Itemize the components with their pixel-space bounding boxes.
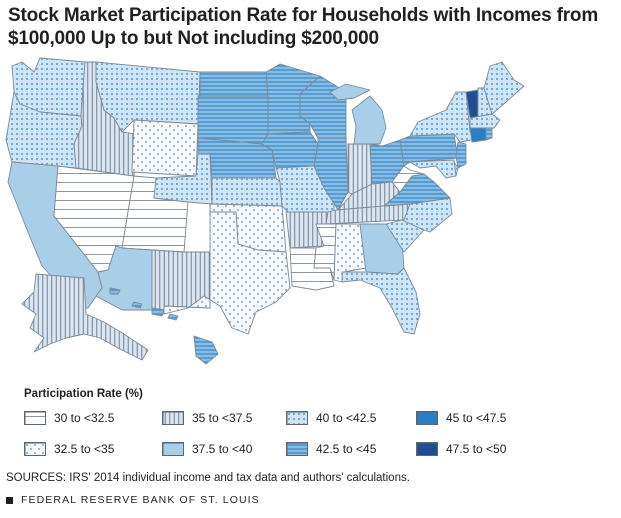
legend-item-35: 35 to <37.5 [162,409,252,427]
state-wy[interactable] [131,119,199,177]
legend-swatch-475 [416,442,438,456]
legend-label: 47.5 to <50 [446,442,507,456]
state-ny[interactable] [409,91,483,143]
legend-label: 37.5 to <40 [192,442,253,456]
legend-item-425: 42.5 to <45 [286,440,376,458]
legend-item-325: 32.5 to <35 [24,440,114,458]
legend-item-475: 47.5 to <50 [416,440,506,458]
legend-item-375: 37.5 to <40 [162,440,252,458]
legend-swatch-425 [286,442,308,456]
legend-swatch-325 [24,442,46,456]
legend-title: Participation Rate (%) [24,388,143,400]
footer-text: FEDERAL RESERVE BANK OF ST. LOUIS [21,494,260,506]
legend-label: 30 to <32.5 [54,411,115,425]
state-md[interactable] [409,159,457,179]
state-mi[interactable] [329,83,387,145]
state-sd[interactable] [197,95,269,145]
legend-label: 45 to <47.5 [446,411,507,425]
state-ct[interactable] [469,127,487,143]
state-nd[interactable] [199,71,269,97]
state-mt[interactable] [95,61,201,133]
state-ks[interactable] [211,177,283,207]
legend: 30 to <32.5 35 to <37.5 40 to <42.5 45 t… [24,409,584,459]
legend-swatch-40 [286,411,308,425]
state-il[interactable] [313,137,349,211]
legend-swatch-35 [162,411,184,425]
footer: FEDERAL RESERVE BANK OF ST. LOUIS [6,494,260,506]
state-co[interactable] [153,153,213,205]
legend-label: 42.5 to <45 [316,442,377,456]
state-hi[interactable] [109,287,219,365]
state-fl[interactable] [341,267,421,335]
us-state-map [0,52,621,382]
legend-swatch-45 [416,411,438,425]
legend-item-40: 40 to <42.5 [286,409,376,427]
legend-item-45: 45 to <47.5 [416,409,506,427]
legend-label: 40 to <42.5 [316,411,377,425]
state-ri[interactable] [485,127,493,141]
legend-item-30: 30 to <32.5 [24,409,114,427]
state-ma[interactable] [469,113,501,129]
footer-square-icon [6,496,13,504]
state-ak[interactable] [21,273,149,361]
state-me[interactable] [483,61,525,115]
legend-label: 35 to <37.5 [192,411,253,425]
legend-swatch-375 [162,442,184,456]
map-svg [5,57,525,365]
legend-swatch-30 [24,411,46,425]
legend-label: 32.5 to <35 [54,442,115,456]
chart-title: Stock Market Participation Rate for Hous… [8,5,599,49]
state-nj[interactable] [455,141,467,169]
sources-note: SOURCES: IRS' 2014 individual income and… [6,472,410,484]
